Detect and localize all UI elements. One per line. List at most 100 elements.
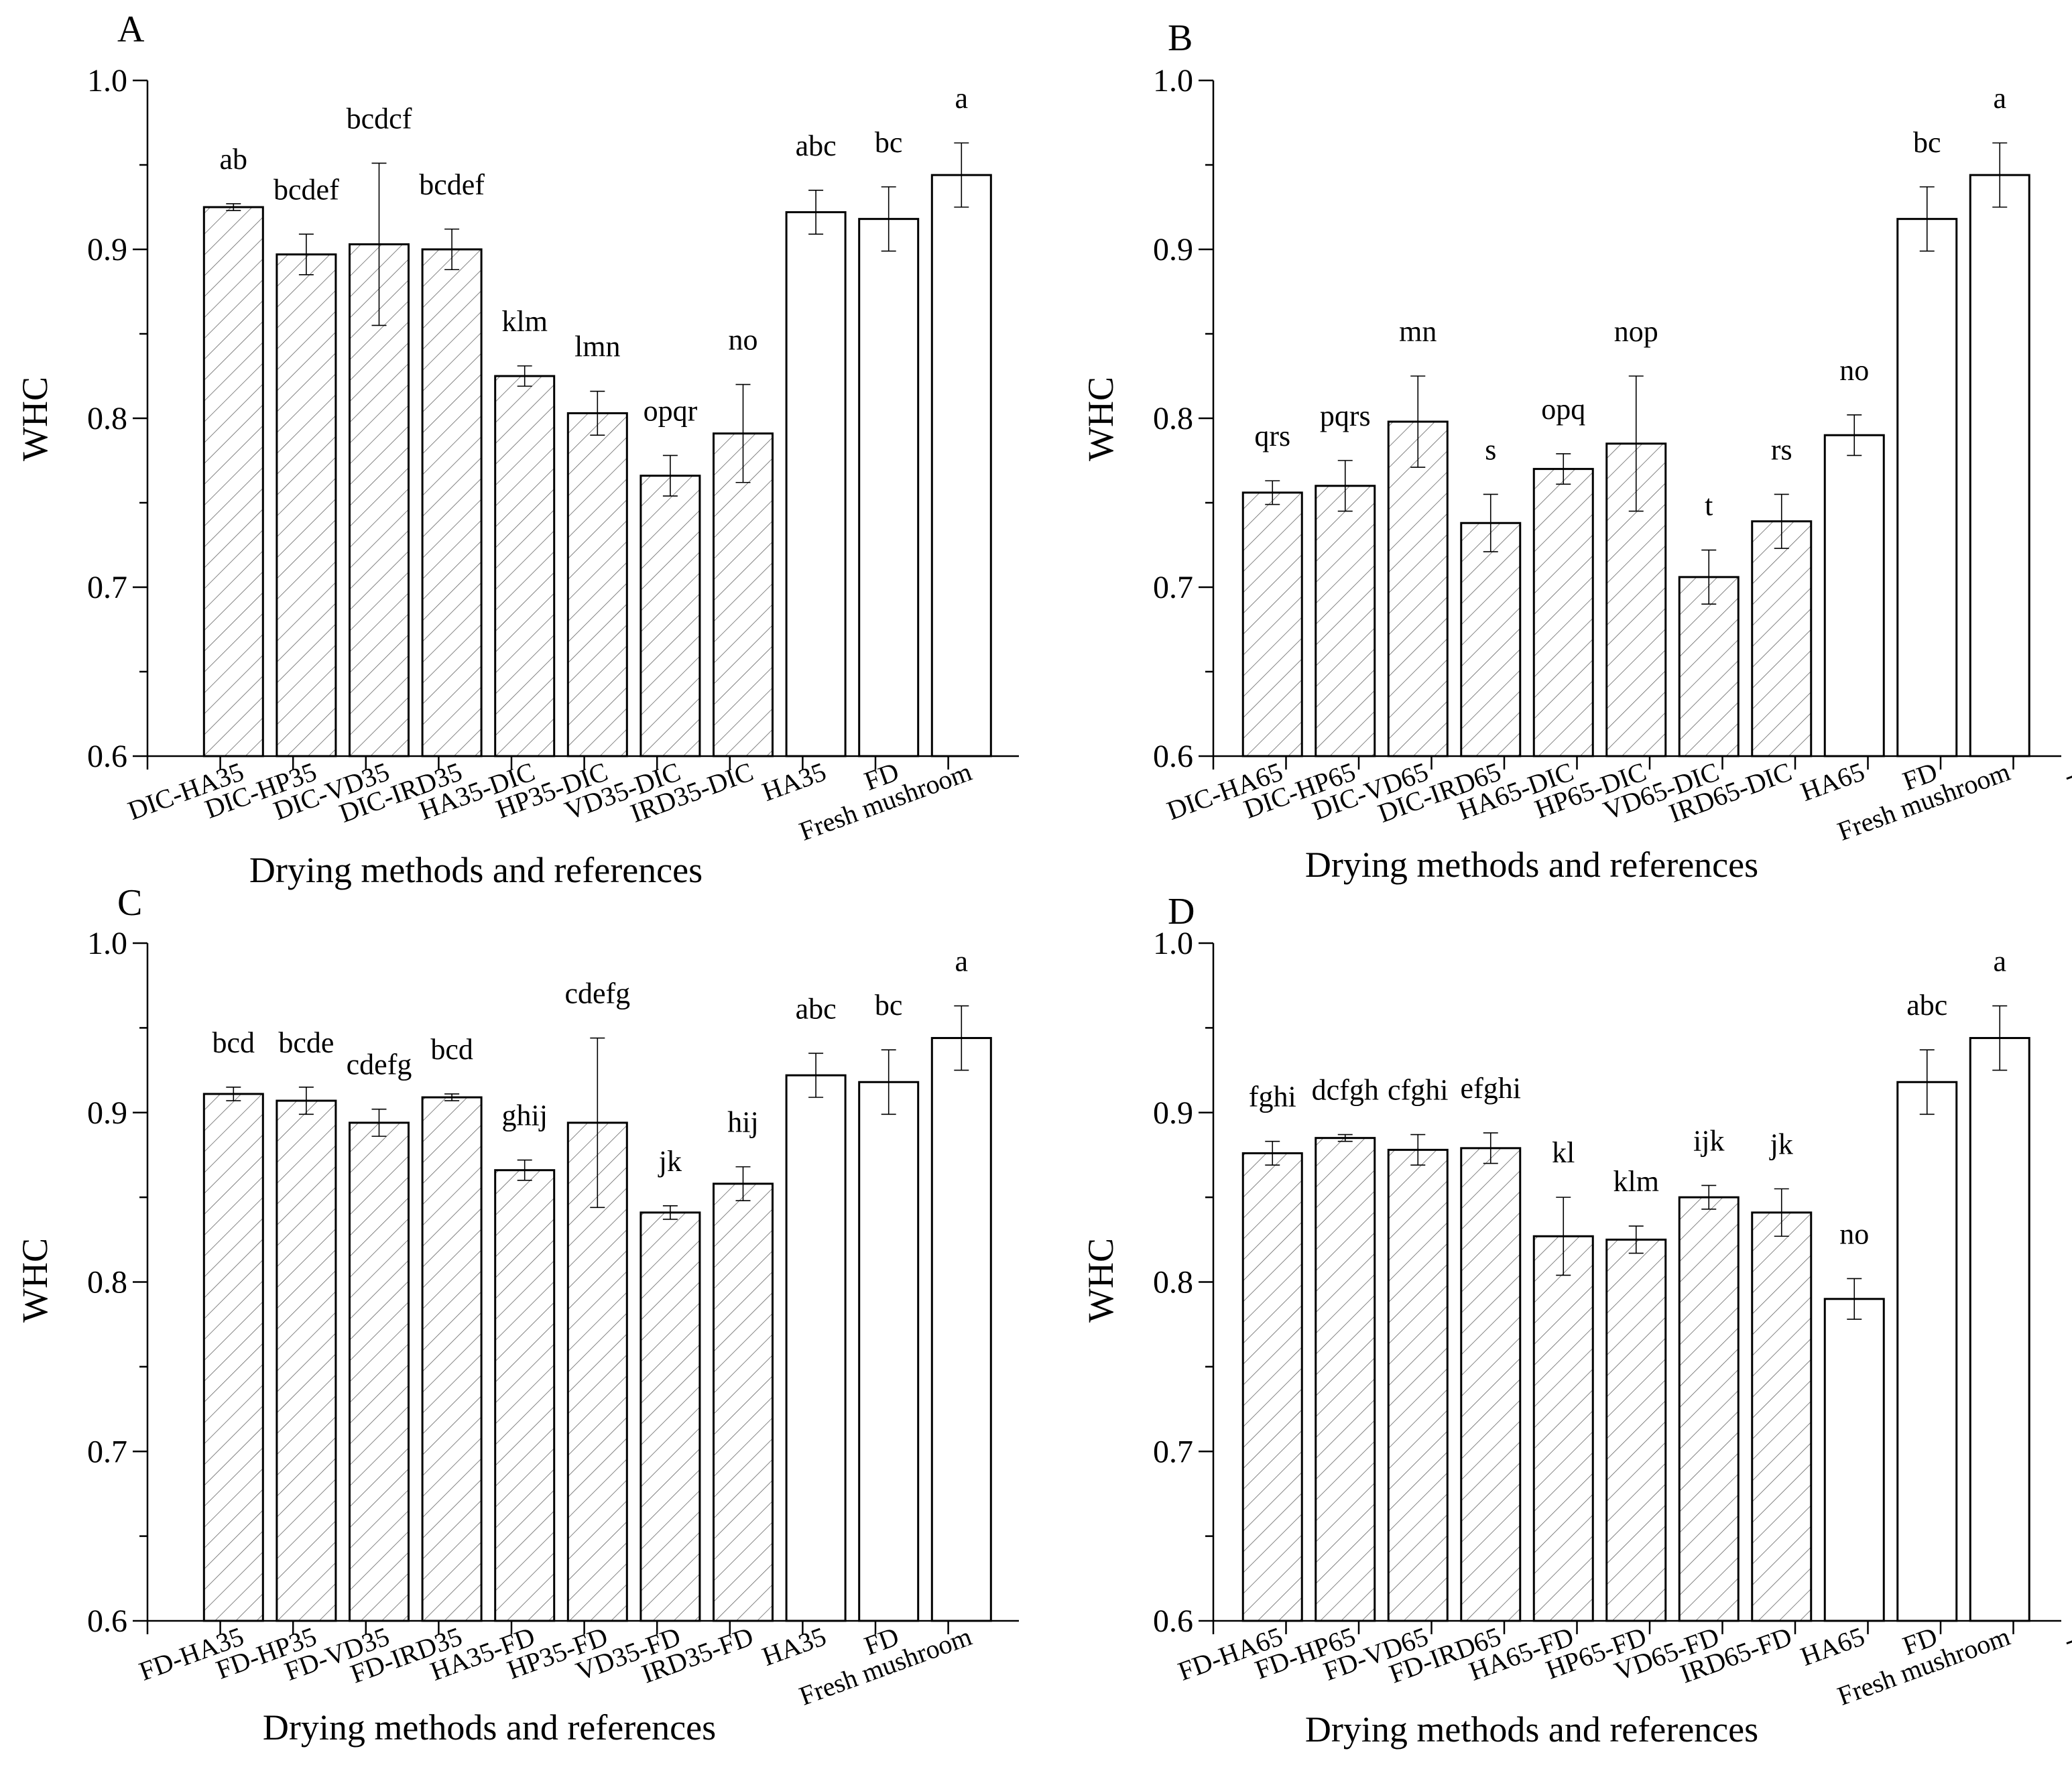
y-tick-label: 0.8 bbox=[87, 1265, 127, 1300]
bar bbox=[1241, 491, 1303, 757]
y-tick-label: 0.9 bbox=[87, 1095, 127, 1131]
significance-letter: a bbox=[1993, 945, 2006, 978]
y-tick-label: 0.9 bbox=[1153, 232, 1193, 267]
bar bbox=[566, 412, 628, 757]
bar bbox=[1532, 1235, 1594, 1622]
significance-letter: ab bbox=[220, 143, 248, 176]
bar bbox=[421, 1096, 483, 1622]
chart-panel-a: A 0.6 0.7 0.8 0.9 1.0 WHC Drying methods and re… bbox=[15, 9, 1019, 890]
significance-letter: klm bbox=[1613, 1165, 1659, 1198]
bar bbox=[785, 1074, 847, 1622]
panel-letter: D bbox=[1168, 891, 1195, 932]
significance-letter: a bbox=[1993, 82, 2006, 115]
significance-letter: abc bbox=[796, 129, 837, 162]
bar bbox=[1678, 1196, 1740, 1622]
bar bbox=[276, 1099, 337, 1622]
significance-letter: opq bbox=[1541, 393, 1585, 426]
y-tick-label: 0.7 bbox=[87, 1434, 127, 1469]
significance-letter: cfghi bbox=[1388, 1074, 1448, 1107]
panel-letter: B bbox=[1168, 17, 1193, 59]
x-tick-label: -- bbox=[2059, 756, 2072, 790]
bar bbox=[639, 475, 701, 757]
bar bbox=[1751, 520, 1813, 757]
significance-letter: jk bbox=[1769, 1127, 1793, 1160]
x-axis-title: Drying methods and references bbox=[1305, 1709, 1758, 1750]
significance-letter: bcde bbox=[278, 1026, 334, 1059]
bar bbox=[713, 1182, 774, 1622]
bar bbox=[1969, 174, 2030, 757]
y-tick-label: 0.6 bbox=[1153, 1603, 1193, 1639]
bar bbox=[785, 211, 847, 757]
y-tick-label: 0.6 bbox=[87, 739, 127, 774]
significance-letter: no bbox=[1839, 354, 1869, 387]
significance-letter: bc bbox=[875, 126, 903, 159]
x-tick-label: HA65 bbox=[1796, 1621, 1868, 1672]
significance-letter: qrs bbox=[1254, 420, 1290, 452]
bar bbox=[1532, 468, 1594, 757]
bar bbox=[639, 1211, 701, 1622]
bar bbox=[1969, 1037, 2030, 1622]
significance-letter: pqrs bbox=[1320, 400, 1371, 432]
bar bbox=[1678, 576, 1740, 757]
y-tick-label: 0.7 bbox=[1153, 570, 1193, 605]
x-tick-label: HA65 bbox=[1796, 756, 1868, 807]
significance-letter: cdefg bbox=[347, 1048, 412, 1081]
x-axis-title: Drying methods and references bbox=[249, 850, 703, 890]
significance-letter: bcdef bbox=[419, 168, 485, 201]
bar bbox=[1315, 1137, 1376, 1622]
significance-letter: ghij bbox=[501, 1099, 547, 1132]
bar bbox=[1896, 1081, 1958, 1622]
significance-letter: fghi bbox=[1249, 1081, 1296, 1113]
significance-letter: kl bbox=[1552, 1136, 1575, 1169]
y-tick-label: 0.8 bbox=[1153, 401, 1193, 436]
significance-letter: mn bbox=[1399, 315, 1437, 348]
significance-letter: cdefg bbox=[564, 977, 630, 1010]
bar bbox=[1387, 420, 1449, 757]
significance-letter: t bbox=[1705, 489, 1713, 522]
bar bbox=[1241, 1152, 1303, 1622]
significance-letter: bcd bbox=[430, 1033, 473, 1066]
y-tick-label: 1.0 bbox=[1153, 63, 1193, 99]
chart-panel-c: C 0.6 0.7 0.8 0.9 1.0 WHC Drying methods and re… bbox=[15, 882, 1019, 1748]
x-tick-label: HA35 bbox=[758, 1621, 830, 1672]
significance-letter: ijk bbox=[1693, 1124, 1724, 1157]
bar bbox=[1823, 1298, 1885, 1622]
y-tick-label: 0.8 bbox=[1153, 1265, 1193, 1300]
y-axis-title: WHC bbox=[15, 377, 55, 461]
y-tick-label: 0.8 bbox=[87, 401, 127, 436]
bar bbox=[276, 253, 337, 757]
x-axis-title: Drying methods and references bbox=[263, 1707, 716, 1748]
y-tick-label: 0.6 bbox=[1153, 739, 1193, 774]
bar bbox=[494, 1169, 556, 1622]
y-tick-label: 1.0 bbox=[87, 63, 127, 99]
y-tick-label: 1.0 bbox=[87, 926, 127, 961]
significance-letter: no bbox=[729, 324, 758, 357]
significance-letter: bcd bbox=[212, 1026, 255, 1059]
bar bbox=[1460, 522, 1522, 757]
bar bbox=[930, 174, 992, 757]
significance-letter: klm bbox=[501, 305, 547, 338]
bar bbox=[1387, 1148, 1449, 1622]
bar bbox=[1823, 434, 1885, 757]
y-axis-title: WHC bbox=[15, 1238, 55, 1323]
significance-letter: nop bbox=[1614, 315, 1658, 348]
y-tick-label: 0.7 bbox=[1153, 1434, 1193, 1469]
bar bbox=[858, 1081, 920, 1622]
significance-letter: hij bbox=[727, 1106, 758, 1139]
y-axis-title: WHC bbox=[1081, 377, 1121, 461]
bar bbox=[713, 432, 774, 757]
significance-letter: bcdcf bbox=[347, 102, 412, 135]
bar bbox=[1605, 1238, 1667, 1622]
chart-panel-b: B 0.6 0.7 0.8 0.9 1.0 WHC Drying methods and re… bbox=[1081, 17, 2072, 885]
y-tick-label: 1.0 bbox=[1153, 926, 1193, 961]
x-tick-label: HA35 bbox=[758, 756, 830, 807]
bar bbox=[1315, 485, 1376, 757]
significance-letter: bc bbox=[875, 989, 903, 1022]
significance-letter: no bbox=[1839, 1217, 1869, 1250]
panel-letter: A bbox=[117, 9, 145, 50]
bar bbox=[1896, 218, 1958, 757]
x-tick-label: -- bbox=[2059, 1621, 2072, 1655]
significance-letter: jk bbox=[658, 1145, 682, 1178]
bar bbox=[202, 206, 264, 757]
bar bbox=[1460, 1147, 1522, 1622]
